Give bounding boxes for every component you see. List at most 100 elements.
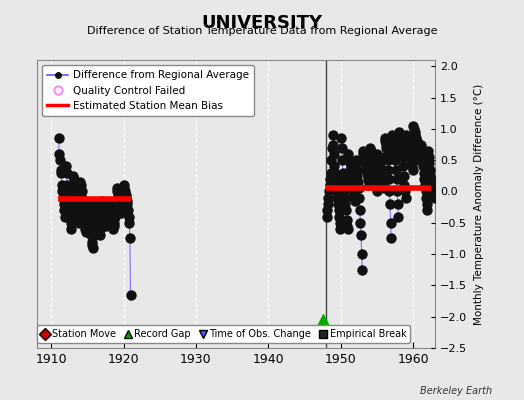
Point bbox=[67, 226, 75, 232]
Point bbox=[60, 207, 68, 214]
Point bbox=[398, 148, 406, 154]
Point bbox=[73, 201, 81, 207]
Point bbox=[394, 213, 402, 220]
Point bbox=[319, 317, 327, 323]
Point bbox=[340, 188, 348, 195]
Point bbox=[336, 226, 345, 232]
Point bbox=[341, 194, 349, 201]
Point bbox=[407, 157, 416, 163]
Point bbox=[384, 166, 392, 173]
Point bbox=[338, 157, 346, 163]
Point bbox=[391, 157, 400, 163]
Point bbox=[424, 148, 432, 154]
Point bbox=[360, 154, 368, 160]
Point bbox=[73, 207, 82, 214]
Point bbox=[342, 216, 351, 223]
Point bbox=[359, 151, 368, 157]
Point bbox=[348, 182, 357, 188]
Point bbox=[397, 141, 406, 148]
Point bbox=[358, 266, 366, 273]
Point bbox=[399, 163, 408, 170]
Point bbox=[418, 151, 426, 157]
Point bbox=[345, 160, 354, 166]
Point bbox=[90, 232, 98, 238]
Point bbox=[346, 170, 355, 176]
Point bbox=[89, 245, 97, 251]
Point bbox=[412, 135, 420, 142]
Point bbox=[80, 213, 88, 220]
Point bbox=[54, 151, 63, 157]
Point bbox=[428, 182, 436, 188]
Point bbox=[111, 210, 119, 216]
Point bbox=[352, 160, 361, 166]
Point bbox=[75, 210, 83, 216]
Point bbox=[361, 160, 369, 166]
Point bbox=[381, 141, 390, 148]
Point bbox=[420, 170, 428, 176]
Point bbox=[61, 194, 70, 201]
Point bbox=[123, 201, 132, 207]
Point bbox=[83, 201, 92, 207]
Point bbox=[98, 198, 106, 204]
Point bbox=[353, 173, 362, 179]
Point bbox=[425, 166, 434, 173]
Point bbox=[414, 151, 423, 157]
Point bbox=[350, 192, 358, 198]
Point bbox=[370, 170, 379, 176]
Point bbox=[379, 182, 388, 188]
Point bbox=[95, 229, 103, 235]
Point bbox=[330, 163, 339, 170]
Point bbox=[56, 157, 64, 163]
Point bbox=[64, 194, 72, 201]
Point bbox=[410, 126, 418, 132]
Point bbox=[412, 138, 421, 144]
Point bbox=[380, 185, 388, 192]
Point bbox=[372, 182, 380, 188]
Point bbox=[105, 207, 114, 214]
Point bbox=[390, 151, 399, 157]
Point bbox=[70, 182, 79, 188]
Point bbox=[421, 182, 429, 188]
Point bbox=[67, 220, 75, 226]
Point bbox=[107, 220, 116, 226]
Point bbox=[114, 192, 122, 198]
Point bbox=[408, 163, 417, 170]
Point bbox=[396, 132, 404, 138]
Point bbox=[404, 141, 412, 148]
Legend: Station Move, Record Gap, Time of Obs. Change, Empirical Break: Station Move, Record Gap, Time of Obs. C… bbox=[37, 325, 410, 343]
Point bbox=[340, 179, 348, 185]
Point bbox=[106, 210, 114, 216]
Point bbox=[362, 166, 370, 173]
Point bbox=[76, 179, 84, 185]
Point bbox=[341, 201, 350, 207]
Point bbox=[354, 185, 363, 192]
Point bbox=[329, 141, 337, 148]
Point bbox=[377, 173, 386, 179]
Point bbox=[422, 201, 431, 207]
Point bbox=[93, 216, 101, 223]
Point bbox=[334, 207, 343, 214]
Point bbox=[112, 204, 120, 210]
Point bbox=[402, 135, 411, 142]
Point bbox=[87, 232, 95, 238]
Point bbox=[372, 176, 380, 182]
Point bbox=[119, 194, 127, 201]
Point bbox=[376, 163, 384, 170]
Point bbox=[93, 220, 102, 226]
Point bbox=[329, 132, 337, 138]
Point bbox=[373, 188, 381, 195]
Point bbox=[400, 182, 409, 188]
Point bbox=[84, 207, 92, 214]
Point bbox=[383, 151, 391, 157]
Point bbox=[382, 144, 390, 151]
Point bbox=[102, 220, 111, 226]
Point bbox=[78, 194, 86, 201]
Point bbox=[401, 194, 410, 201]
Text: Berkeley Earth: Berkeley Earth bbox=[420, 386, 493, 396]
Point bbox=[428, 179, 436, 185]
Point bbox=[414, 148, 422, 154]
Point bbox=[102, 223, 110, 229]
Point bbox=[400, 173, 408, 179]
Point bbox=[344, 226, 352, 232]
Point bbox=[77, 182, 85, 188]
